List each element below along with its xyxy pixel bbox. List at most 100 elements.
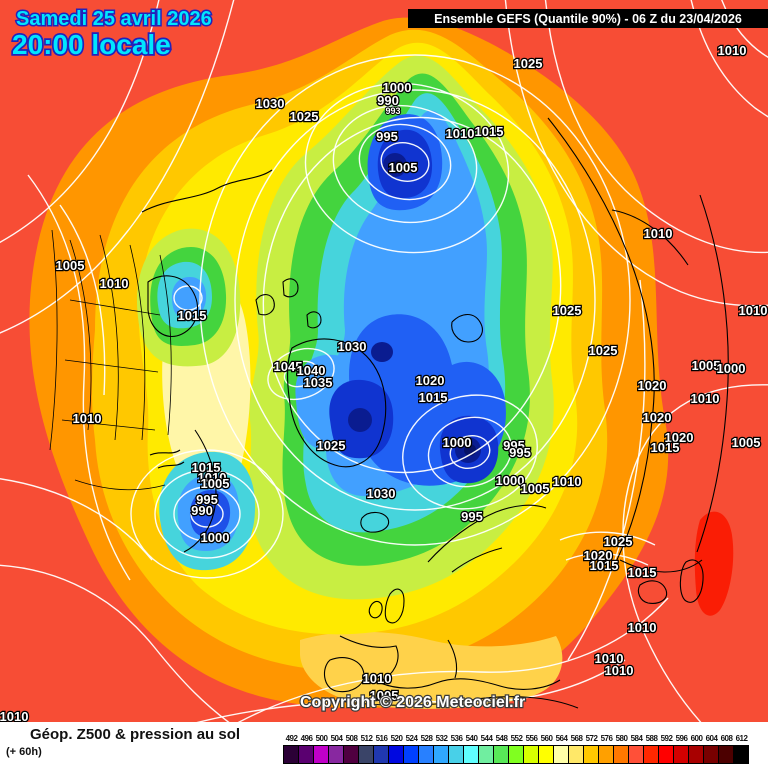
- scale-swatch: [628, 745, 644, 764]
- scale-value: 600: [690, 734, 703, 743]
- pressure-label: 1020: [665, 430, 694, 445]
- scale-swatch: [373, 745, 389, 764]
- color-scale-values: 492 496 500 504 508 512 516 520 524 528 532 536 540 5…: [284, 734, 749, 743]
- scale-value: 596: [675, 734, 688, 743]
- scale-swatch: [568, 745, 584, 764]
- scale-swatch: [328, 745, 344, 764]
- scale-swatch: [523, 745, 539, 764]
- scale-value: 504: [330, 734, 343, 743]
- pressure-label: 1000: [443, 435, 472, 450]
- pressure-label: 1005: [521, 481, 550, 496]
- scale-swatch: [493, 745, 509, 764]
- pressure-label: 995: [503, 438, 525, 453]
- color-scale: 492 496 500 504 508 512 516 520 524 528 532 536 540 5…: [283, 722, 754, 768]
- pressure-label: 1005: [692, 358, 721, 373]
- scale-value: 528: [420, 734, 433, 743]
- scale-value: 492: [285, 734, 298, 743]
- pressure-label: 1005: [732, 435, 761, 450]
- pressure-label: 1030: [367, 486, 396, 501]
- pressure-label: 995: [376, 129, 398, 144]
- pressure-label: 995: [509, 445, 531, 460]
- scale-swatch: [298, 745, 314, 764]
- pressure-label: 1010: [100, 276, 129, 291]
- scale-value: 576: [600, 734, 613, 743]
- scale-swatch: [598, 745, 614, 764]
- lead-time: (+ 60h): [6, 746, 42, 758]
- pressure-label: 1025: [514, 56, 543, 71]
- scale-value: 524: [405, 734, 418, 743]
- pressure-label: 1000: [383, 80, 412, 95]
- scale-value: 580: [615, 734, 628, 743]
- pressure-label: 1015: [628, 565, 657, 580]
- scale-value: 496: [300, 734, 313, 743]
- scale-swatch: [358, 745, 374, 764]
- pressure-label: 1025: [317, 438, 346, 453]
- pressure-label: 1015: [178, 308, 207, 323]
- pressure-label: 1010: [644, 226, 673, 241]
- pressure-label: 990: [377, 93, 399, 108]
- scale-swatch: [673, 745, 689, 764]
- date-text: Samedi 25 avril 2026: [16, 8, 212, 30]
- pressure-label: 1010: [553, 474, 582, 489]
- scale-value: 512: [360, 734, 373, 743]
- pressure-label: 1015: [419, 390, 448, 405]
- pressure-label: 1020: [416, 373, 445, 388]
- pressure-label: 1025: [604, 534, 633, 549]
- scale-swatch: [643, 745, 659, 764]
- pressure-label: 1015: [651, 440, 680, 455]
- header: Samedi 25 avril 2026 20:00 locale Ensemb…: [10, 7, 768, 62]
- local-time-text: 20:00 locale: [12, 29, 171, 60]
- scale-value: 560: [540, 734, 553, 743]
- pressure-label: 1005: [56, 258, 85, 273]
- scale-value: 500: [315, 734, 328, 743]
- map-area: 1030 1025 1000 990 993 995 1005 1010 1015 1025 101…: [0, 0, 768, 726]
- scale-value: 548: [495, 734, 508, 743]
- scale-swatch: [553, 745, 569, 764]
- pressure-label: 1000: [496, 473, 525, 488]
- pressure-label: 1025: [553, 303, 582, 318]
- pressure-label: 1020: [643, 410, 672, 425]
- scale-value: 516: [375, 734, 388, 743]
- scale-swatch: [433, 745, 449, 764]
- scale-swatch: [688, 745, 704, 764]
- scale-swatch: [583, 745, 599, 764]
- pressure-label: 1010: [691, 391, 720, 406]
- pressure-label: 1010: [198, 470, 227, 485]
- pressure-label: 1000: [717, 361, 746, 376]
- scale-value: 544: [480, 734, 493, 743]
- scale-swatch: [463, 745, 479, 764]
- scale-swatch: [448, 745, 464, 764]
- scale-swatch: [703, 745, 719, 764]
- pressure-label: 1010: [0, 709, 28, 722]
- pressure-label: 1010: [73, 411, 102, 426]
- pressure-label: 1015: [590, 558, 619, 573]
- pressure-label: 1045: [274, 359, 303, 374]
- pressure-label: 1010: [605, 663, 634, 678]
- pressure-label: 1010: [595, 651, 624, 666]
- scale-swatch: [733, 745, 749, 764]
- pressure-label: 995: [461, 509, 483, 524]
- pressure-label: 1010: [718, 43, 747, 58]
- scale-swatch: [538, 745, 554, 764]
- scale-swatch: [283, 745, 299, 764]
- scale-swatch: [313, 745, 329, 764]
- pressure-label: 1030: [256, 96, 285, 111]
- scale-value: 612: [735, 734, 748, 743]
- scale-swatch: [478, 745, 494, 764]
- pressure-label: 1020: [584, 548, 613, 563]
- pressure-label: 1040: [297, 363, 326, 378]
- scale-value: 536: [450, 734, 463, 743]
- scale-value: 584: [630, 734, 643, 743]
- scale-value: 572: [585, 734, 598, 743]
- pressure-label: 1005: [370, 688, 399, 703]
- scale-value: 608: [720, 734, 733, 743]
- pressure-label: 1020: [638, 378, 667, 393]
- copyright-text: Copyright © 2026 Meteociel.fr: [300, 694, 525, 711]
- pressure-label: 1010: [628, 620, 657, 635]
- pressure-label: 1035: [304, 375, 333, 390]
- scale-swatch: [508, 745, 524, 764]
- scale-swatch: [658, 745, 674, 764]
- model-bar: [408, 9, 768, 28]
